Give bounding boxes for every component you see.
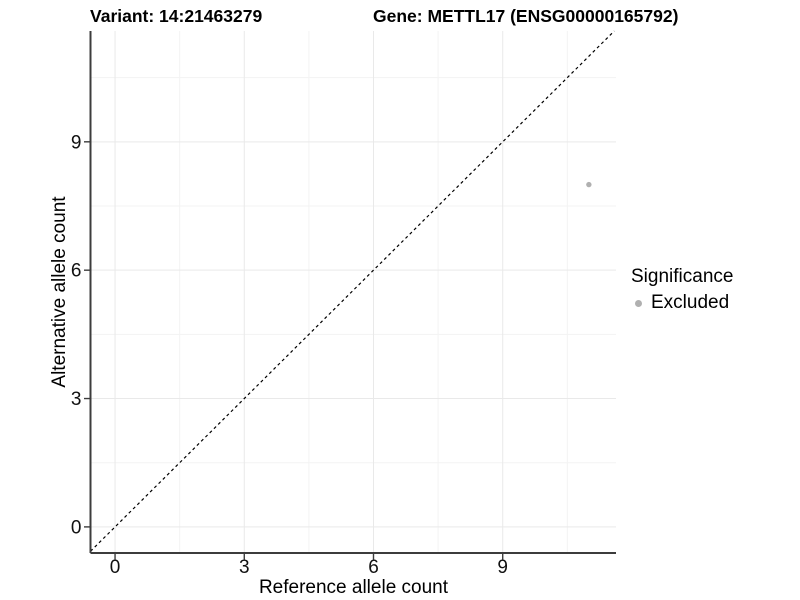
y-tick-label: 6 bbox=[71, 261, 82, 282]
identity-line bbox=[90, 30, 615, 552]
legend-item-excluded: Excluded bbox=[631, 292, 733, 314]
x-tick-label: 9 bbox=[497, 557, 508, 578]
excluded-point-swatch bbox=[635, 299, 642, 307]
plot-title-variant: Variant: 14:21463279 bbox=[90, 6, 263, 26]
y-tick-label: 3 bbox=[71, 389, 82, 410]
x-tick-label: 0 bbox=[110, 557, 121, 578]
legend-item-label: Excluded bbox=[651, 292, 730, 313]
x-axis-label: Reference allele count bbox=[258, 577, 449, 598]
legend-title: Significance bbox=[631, 266, 734, 287]
y-tick-label: 0 bbox=[71, 517, 82, 538]
x-tick-label: 6 bbox=[368, 557, 379, 578]
data-point bbox=[586, 181, 592, 188]
legend: Significance Excluded bbox=[631, 266, 733, 314]
y-axis-label: Alternative allele count bbox=[49, 196, 70, 388]
y-tick-label: 9 bbox=[71, 132, 82, 153]
x-tick-label: 3 bbox=[239, 557, 250, 578]
plot-title-gene: Gene: METTL17 (ENSG00000165792) bbox=[373, 6, 679, 26]
